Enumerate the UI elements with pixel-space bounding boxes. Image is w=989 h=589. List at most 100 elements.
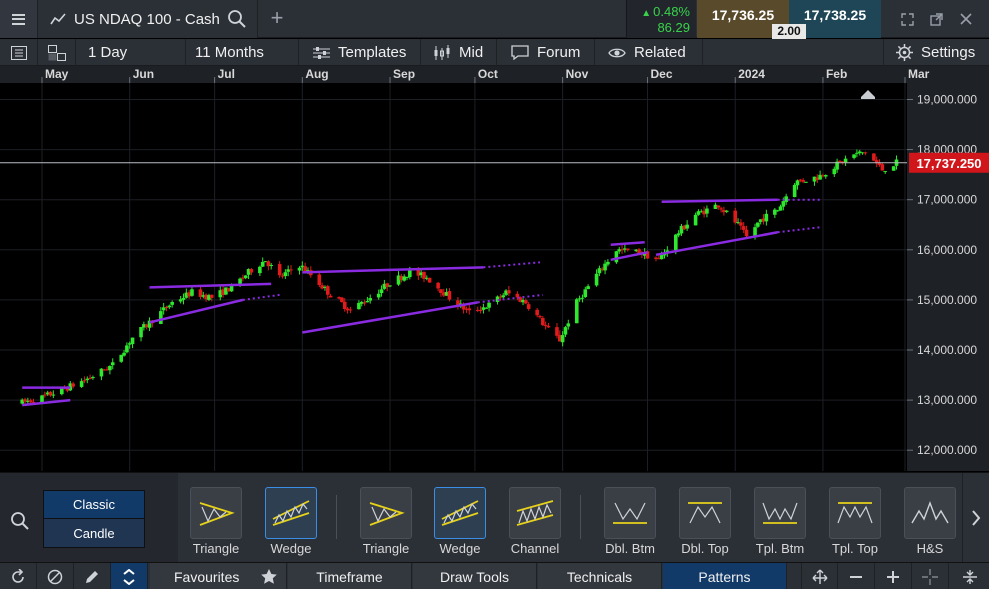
pattern-item-head-and-shoulders[interactable]: H&S xyxy=(904,487,956,556)
clear-button[interactable] xyxy=(37,563,74,589)
candle-body xyxy=(365,301,370,303)
style-option-classic[interactable]: Classic xyxy=(44,491,144,519)
candle-body xyxy=(874,160,879,164)
layout-grid-icon xyxy=(47,44,66,61)
toggle-panel-button[interactable] xyxy=(111,563,148,589)
templates-button[interactable]: Templates xyxy=(299,39,421,66)
x-tick-label: Mar xyxy=(908,67,930,81)
candle-body xyxy=(221,289,225,295)
candle-body xyxy=(348,309,353,311)
pattern-item-triple-bottom[interactable]: Tpl. Btm xyxy=(754,487,806,556)
candle-body xyxy=(65,387,70,391)
draw-button[interactable] xyxy=(74,563,111,589)
pattern-item-double-top[interactable]: Dbl. Top xyxy=(679,487,731,556)
add-chart-button[interactable]: + xyxy=(270,5,284,30)
candle-body xyxy=(218,290,223,298)
search-icon[interactable] xyxy=(227,9,247,29)
star-icon xyxy=(261,569,278,584)
interval-dropdown[interactable]: 1 Day xyxy=(76,39,186,66)
candle-body xyxy=(515,293,520,298)
range-dropdown[interactable]: 11 Months xyxy=(186,39,299,66)
gear-icon xyxy=(896,44,913,61)
candle-body xyxy=(187,292,191,297)
tab-timeframe[interactable]: Timeframe xyxy=(288,563,412,589)
change-percent: 0.48% xyxy=(653,4,690,19)
popout-icon[interactable] xyxy=(925,8,948,31)
expand-icon[interactable] xyxy=(896,8,919,31)
pattern-trendline xyxy=(22,398,71,407)
pattern-label: Wedge xyxy=(439,541,481,556)
candle-body xyxy=(340,297,344,303)
candle-body xyxy=(379,289,384,294)
pattern-item-triangle[interactable]: Triangle xyxy=(190,487,242,556)
pattern-item-double-bottom[interactable]: Dbl. Btm xyxy=(604,487,656,556)
candle-body xyxy=(784,196,788,203)
tab-technicals[interactable]: Technicals xyxy=(538,563,662,589)
candle-body xyxy=(71,383,75,387)
style-option-candle[interactable]: Candle xyxy=(44,519,144,547)
x-tick-label: Jun xyxy=(133,67,154,81)
pattern-item-wedge[interactable]: Wedge xyxy=(434,487,486,556)
price-chart[interactable]: May Jun Jul Aug Sep Oct Nov Dec 2024 Feb Mar 19,000… xyxy=(0,66,989,471)
candle-body xyxy=(891,166,896,171)
sell-price-button[interactable]: 17,736.25 xyxy=(697,0,789,38)
price-type-button[interactable]: Mid xyxy=(421,39,497,66)
candle-body xyxy=(804,181,808,183)
candle-body xyxy=(880,164,885,171)
bottom-bar: Favourites Timeframe Draw Tools Technica… xyxy=(0,562,989,589)
settings-button[interactable]: Settings xyxy=(883,39,989,66)
pattern-trendline xyxy=(661,198,778,203)
candle-body xyxy=(877,163,882,166)
related-button[interactable]: Related xyxy=(595,39,703,66)
candlestick-chart[interactable]: May Jun Jul Aug Sep Oct Nov Dec 2024 Feb Mar 19,000… xyxy=(0,66,989,471)
close-icon[interactable] xyxy=(954,8,977,31)
price-type-label: Mid xyxy=(459,44,484,61)
pattern-item-triangle[interactable]: Triangle xyxy=(360,487,412,556)
next-patterns-button[interactable] xyxy=(962,473,989,563)
candle-body xyxy=(385,283,389,287)
tab-draw-tools[interactable]: Draw Tools xyxy=(413,563,537,589)
candle-body xyxy=(444,292,449,296)
pattern-trendline xyxy=(149,298,244,324)
sliders-icon xyxy=(313,46,330,60)
x-tick-label: Aug xyxy=(305,67,328,81)
line-chart-icon xyxy=(50,13,66,25)
candle-body xyxy=(139,326,143,338)
pattern-label: Triangle xyxy=(192,541,240,556)
collapse-chart-button[interactable] xyxy=(950,563,989,589)
tab-favourites[interactable]: Favourites xyxy=(150,563,287,589)
candle-body xyxy=(617,249,622,252)
candle-body xyxy=(487,302,491,308)
candle-body xyxy=(85,378,90,381)
pan-button[interactable] xyxy=(801,563,838,589)
candle-body xyxy=(722,210,726,213)
candle-body xyxy=(263,261,268,263)
instrument-selector[interactable]: US NDAQ 100 - Cash xyxy=(38,0,258,38)
double-top-icon xyxy=(688,502,722,524)
tab-patterns[interactable]: Patterns xyxy=(663,563,787,589)
forum-button[interactable]: Forum xyxy=(497,39,595,66)
candle-body xyxy=(368,298,373,301)
chevron-right-icon xyxy=(972,510,981,526)
reset-button[interactable] xyxy=(0,563,37,589)
pattern-item-channel[interactable]: Channel xyxy=(509,487,561,556)
candle-body xyxy=(402,276,406,281)
candle-body xyxy=(147,320,152,328)
pattern-item-triple-top[interactable]: Tpl. Top xyxy=(829,487,881,556)
crosshair-button[interactable] xyxy=(912,563,949,589)
pattern-divider xyxy=(336,495,337,539)
zoom-out-button[interactable] xyxy=(838,563,875,589)
pattern-item-wedge[interactable]: Wedge xyxy=(265,487,317,556)
pencil-icon xyxy=(86,570,98,583)
layout-button[interactable] xyxy=(38,39,76,66)
zoom-in-button[interactable] xyxy=(875,563,912,589)
candle-body xyxy=(716,205,721,208)
candle-body xyxy=(425,277,429,279)
candle-body xyxy=(818,174,822,180)
search-icon[interactable] xyxy=(10,511,30,531)
candle-body xyxy=(464,308,469,310)
chart-list-button[interactable] xyxy=(0,39,38,66)
candle-body xyxy=(603,263,607,271)
x-tick-label: Dec xyxy=(651,67,673,81)
menu-button[interactable] xyxy=(0,0,38,38)
